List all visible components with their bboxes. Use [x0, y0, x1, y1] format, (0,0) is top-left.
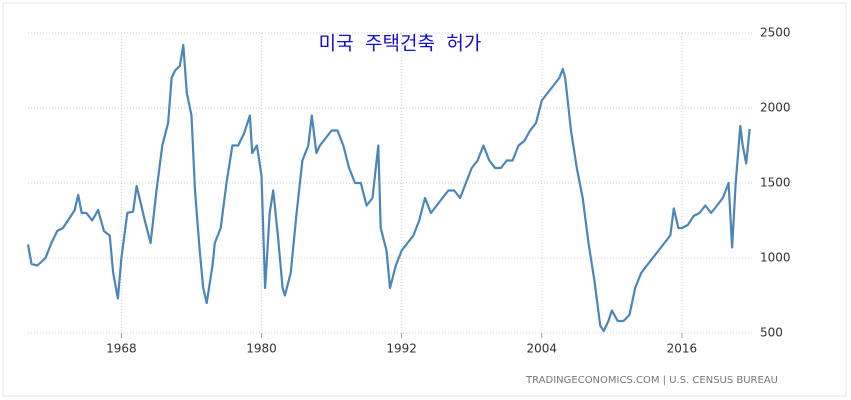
y-tick-label: 500: [760, 326, 783, 340]
y-tick-label: 2000: [760, 101, 791, 115]
source: TRADINGECONOMICS.COM | U.S. CENSUS BUREA…: [525, 375, 778, 386]
y-tick-label: 1500: [760, 176, 791, 190]
line: [26, 43, 751, 333]
x-tick-label: 2004: [527, 342, 558, 356]
x-tick-label: 1968: [106, 342, 137, 356]
y-tick-label: 2500: [760, 26, 791, 40]
x-tick-label: 1980: [246, 342, 277, 356]
x-tick-label: 2016: [667, 342, 698, 356]
x-tick-label: 1992: [386, 342, 417, 356]
y-tick-label: 1000: [760, 251, 791, 265]
chart-title: 미국 주택건축 허가: [319, 33, 482, 55]
